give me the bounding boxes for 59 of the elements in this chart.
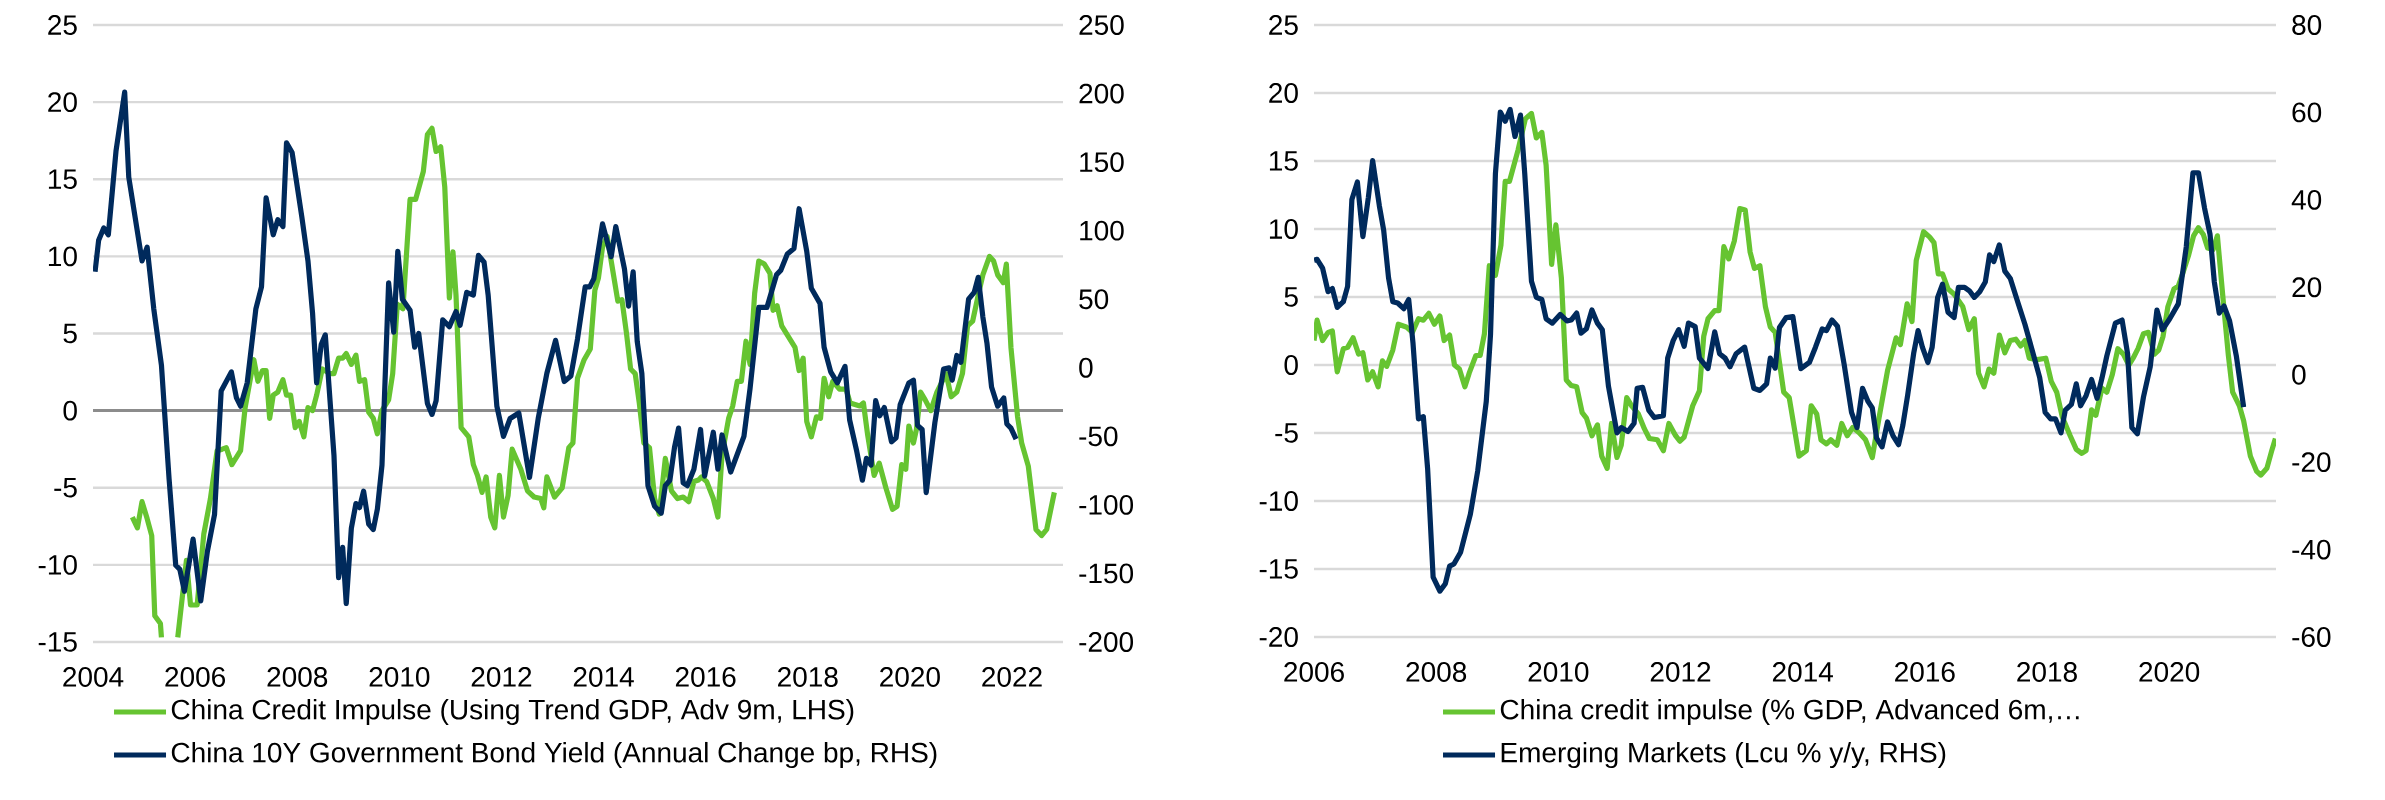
y2-tick-label: -20 — [2292, 452, 2331, 473]
y-tick-label: 5 — [1284, 287, 1298, 307]
y2-tick-label: 0 — [1079, 357, 1093, 378]
x-tick-label: 2006 — [1284, 662, 1344, 682]
y2-tick-label: 100 — [1080, 220, 1124, 241]
y-tick-label: -15 — [1259, 559, 1298, 579]
y2-tick-label: -40 — [2292, 539, 2331, 560]
x-tick-label: 2018 — [778, 667, 838, 687]
x-tick-label: 2020 — [2139, 662, 2200, 682]
legend-label: China 10Y Government Bond Yield (Annual Change bp, RHS) — [171, 741, 937, 769]
x-tick-label: 2008 — [1406, 662, 1467, 682]
y-tick-label: 15 — [1269, 151, 1298, 171]
y-tick-label: 20 — [1269, 83, 1298, 103]
x-tick-label: 2010 — [1528, 662, 1589, 682]
y2-tick-label: 0 — [2292, 364, 2306, 385]
y-tick-label: -20 — [1259, 627, 1298, 647]
y-tick-label: 10 — [1269, 219, 1298, 239]
y2-tick-label: 200 — [1079, 83, 1124, 104]
x-tick-label: 2012 — [1650, 662, 1711, 682]
y2-tick-label: -150 — [1079, 563, 1134, 584]
y2-tick-label: 250 — [1079, 15, 1124, 35]
y-tick-label: 0 — [63, 400, 77, 421]
x-tick-label: 2014 — [1772, 662, 1833, 682]
y2-tick-label: 80 — [2292, 15, 2322, 35]
y-tick-label: -10 — [1259, 491, 1298, 511]
y2-tick-label: 60 — [2292, 102, 2322, 123]
y-tick-label: -15 — [38, 632, 77, 652]
x-tick-label: 2016 — [675, 667, 736, 687]
y2-tick-label: -100 — [1079, 494, 1134, 515]
x-tick-label: 2010 — [369, 667, 430, 687]
y-tick-label: 5 — [63, 323, 77, 344]
x-tick-label: 2006 — [165, 667, 226, 687]
y2-tick-label: 20 — [2292, 277, 2322, 298]
y2-tick-label: 50 — [1079, 289, 1109, 310]
y-tick-label: 25 — [1269, 15, 1298, 35]
y-tick-label: 10 — [48, 246, 77, 267]
x-tick-label: 2004 — [63, 667, 124, 687]
y-tick-label: 0 — [1284, 355, 1298, 375]
x-tick-label: 2014 — [573, 667, 634, 687]
y-tick-label: -5 — [1275, 423, 1298, 443]
legend-label: Emerging Markets (Lcu % y/y, RHS) — [1501, 741, 1946, 769]
y-tick-label: -10 — [38, 554, 77, 575]
y2-tick-label: -60 — [2292, 627, 2331, 647]
x-tick-label: 2012 — [471, 667, 532, 687]
x-tick-label: 2022 — [982, 667, 1042, 687]
x-tick-label: 2008 — [267, 667, 328, 687]
legend-label: China credit impulse (% GDP, Advanced 6m,… — [1500, 698, 2079, 726]
x-tick-label: 2016 — [1895, 662, 1955, 682]
y2-tick-label: -50 — [1079, 426, 1118, 447]
y-tick-label: 25 — [48, 15, 77, 35]
x-tick-label: 2020 — [880, 667, 940, 687]
y-tick-label: 20 — [48, 92, 77, 113]
y-tick-label: -5 — [54, 477, 77, 498]
y2-tick-label: 40 — [2291, 189, 2322, 210]
y2-tick-label: 150 — [1080, 152, 1124, 173]
y-tick-label: 15 — [48, 169, 77, 190]
legend-label: China Credit Impulse (Using Trend GDP, Adv 9m, LHS) — [171, 698, 854, 726]
y2-tick-label: -200 — [1079, 632, 1134, 652]
x-tick-label: 2018 — [2017, 662, 2077, 682]
